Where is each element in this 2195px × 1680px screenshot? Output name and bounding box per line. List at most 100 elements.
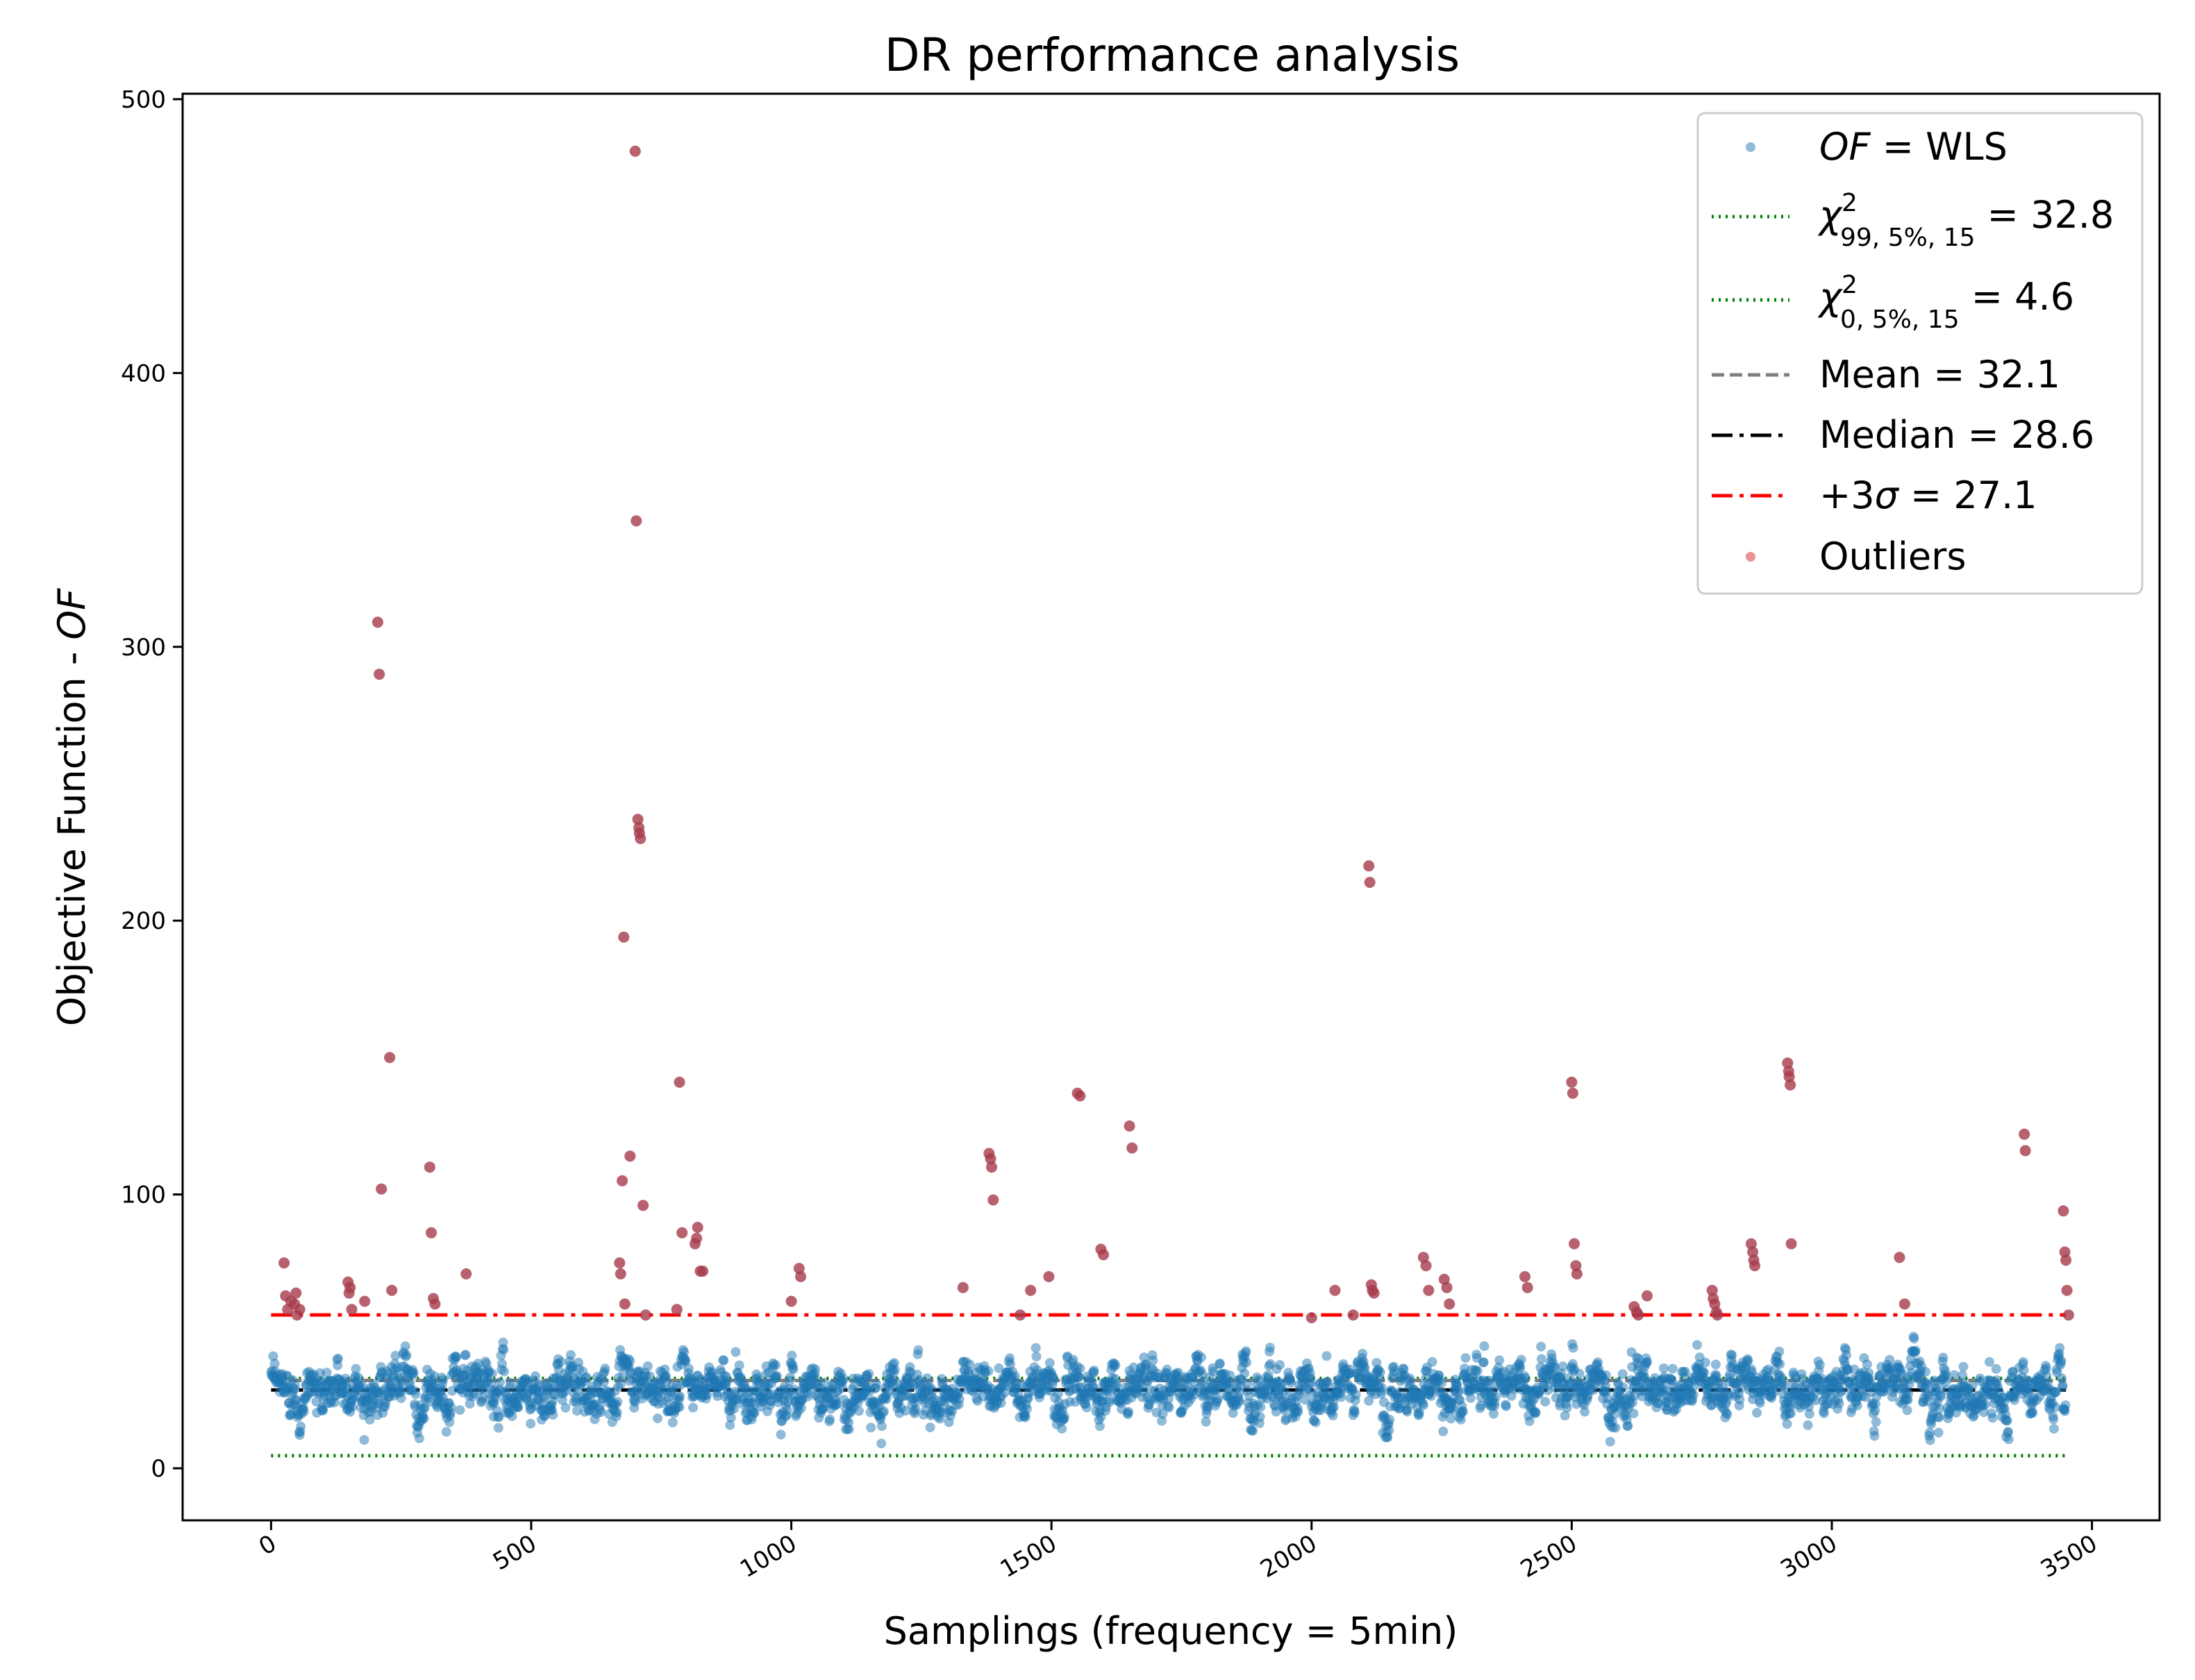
data-point bbox=[1049, 1372, 1059, 1382]
data-point bbox=[719, 1355, 729, 1366]
data-point bbox=[2028, 1408, 2038, 1418]
outlier-point bbox=[674, 1076, 685, 1088]
data-point bbox=[876, 1421, 887, 1431]
data-point bbox=[825, 1414, 835, 1425]
outlier-point bbox=[624, 1150, 636, 1162]
data-point bbox=[2018, 1357, 2028, 1367]
outlier-point bbox=[1368, 1287, 1380, 1299]
legend-label-median: Median = 28.6 bbox=[1819, 413, 2094, 457]
data-point bbox=[871, 1379, 881, 1389]
data-point bbox=[787, 1350, 797, 1361]
legend-of-text: = WLS bbox=[1871, 125, 2008, 169]
data-point bbox=[1774, 1346, 1785, 1356]
data-point bbox=[2056, 1356, 2067, 1366]
data-point bbox=[702, 1390, 712, 1400]
data-point bbox=[401, 1350, 412, 1360]
legend-chi-upper-sup: 2 bbox=[1842, 189, 1858, 217]
data-point bbox=[1094, 1421, 1105, 1431]
data-point bbox=[1242, 1378, 1252, 1388]
outlier-point bbox=[1898, 1298, 1910, 1310]
outlier-point bbox=[1783, 1071, 1795, 1082]
data-point bbox=[390, 1350, 401, 1361]
data-point bbox=[1082, 1402, 1092, 1413]
data-point bbox=[596, 1407, 606, 1418]
data-point bbox=[644, 1371, 655, 1381]
data-point bbox=[1212, 1394, 1223, 1404]
data-point bbox=[1293, 1406, 1303, 1417]
legend-label-mean: Mean = 32.1 bbox=[1819, 353, 2060, 396]
outlier-point bbox=[1347, 1309, 1359, 1321]
data-point bbox=[1476, 1400, 1486, 1411]
data-point bbox=[1755, 1398, 1765, 1408]
data-point bbox=[499, 1345, 509, 1354]
data-point bbox=[318, 1405, 328, 1416]
outlier-point bbox=[671, 1304, 683, 1316]
data-point bbox=[890, 1375, 901, 1386]
data-point bbox=[2019, 1365, 2029, 1375]
data-point bbox=[726, 1413, 736, 1423]
data-point bbox=[455, 1405, 465, 1416]
outlier-point bbox=[957, 1282, 969, 1293]
data-point bbox=[838, 1373, 849, 1384]
data-point bbox=[1958, 1361, 1969, 1372]
legend-sigma-value: = 27.1 bbox=[1898, 473, 2037, 517]
data-point bbox=[1782, 1419, 1792, 1429]
data-point bbox=[1044, 1358, 1055, 1368]
y-axis-title-text: Objective Function - bbox=[50, 639, 94, 1026]
outlier-point bbox=[676, 1227, 688, 1238]
data-point bbox=[1057, 1424, 1067, 1434]
data-point bbox=[1501, 1401, 1511, 1411]
data-point bbox=[599, 1377, 609, 1387]
data-point bbox=[1610, 1409, 1620, 1419]
outlier-point bbox=[1420, 1260, 1432, 1272]
data-point bbox=[1164, 1402, 1174, 1413]
data-point bbox=[1520, 1373, 1530, 1384]
data-point bbox=[340, 1373, 351, 1384]
data-point bbox=[1562, 1402, 1572, 1413]
data-point bbox=[1814, 1360, 1825, 1370]
data-point bbox=[1560, 1411, 1570, 1421]
data-point bbox=[612, 1407, 622, 1418]
outlier-point bbox=[1706, 1284, 1718, 1296]
outlier-point bbox=[614, 1257, 626, 1269]
outlier-point bbox=[386, 1284, 398, 1296]
data-point bbox=[864, 1369, 874, 1379]
outlier-point bbox=[344, 1282, 356, 1293]
data-point bbox=[1489, 1400, 1500, 1411]
data-point bbox=[1852, 1400, 1862, 1411]
data-point bbox=[1834, 1398, 1844, 1409]
data-point bbox=[1934, 1412, 1944, 1422]
data-point bbox=[1446, 1413, 1456, 1424]
data-point bbox=[615, 1379, 626, 1389]
data-point bbox=[441, 1427, 451, 1437]
data-point bbox=[925, 1422, 935, 1433]
y-axis: 0 100 200 300 400 500 bbox=[121, 86, 183, 1483]
data-point bbox=[1022, 1404, 1032, 1414]
data-point bbox=[499, 1366, 509, 1377]
data-point bbox=[1020, 1412, 1030, 1422]
outlier-point bbox=[632, 814, 644, 825]
data-point bbox=[1786, 1399, 1796, 1409]
outlier-point bbox=[278, 1257, 290, 1269]
outlier-point bbox=[1364, 877, 1376, 888]
legend-marker-of bbox=[1746, 142, 1755, 152]
data-point bbox=[1453, 1386, 1464, 1397]
data-point bbox=[1248, 1426, 1258, 1436]
data-point bbox=[560, 1402, 571, 1413]
data-point bbox=[1920, 1367, 1930, 1377]
data-point bbox=[1642, 1356, 1652, 1367]
data-point bbox=[1869, 1431, 1880, 1441]
data-point bbox=[712, 1391, 723, 1401]
data-point bbox=[837, 1383, 847, 1393]
data-point bbox=[2042, 1370, 2052, 1381]
data-point bbox=[1752, 1408, 1762, 1418]
outlier-point bbox=[1074, 1090, 1086, 1102]
outlier-point bbox=[986, 1161, 997, 1173]
data-point bbox=[1909, 1334, 1919, 1344]
legend-marker-outliers bbox=[1746, 552, 1755, 562]
data-point bbox=[913, 1345, 924, 1355]
data-point bbox=[1633, 1353, 1644, 1363]
outlier-point bbox=[2062, 1309, 2074, 1321]
outlier-point bbox=[619, 1298, 631, 1310]
outlier-point bbox=[424, 1161, 435, 1173]
